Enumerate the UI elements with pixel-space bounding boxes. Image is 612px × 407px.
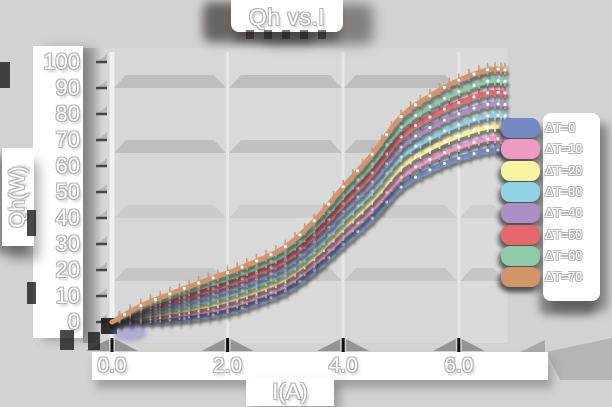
legend-label: ΔT=40 <box>545 206 583 221</box>
shadow-blobs <box>113 324 612 380</box>
legend-swatch <box>501 181 540 202</box>
y-tick-label: 100 <box>43 49 80 74</box>
legend-panel <box>543 113 600 301</box>
shadow-mark <box>27 210 36 236</box>
shadow-mark <box>318 30 326 39</box>
y-tick-label: 0 <box>67 309 80 334</box>
y-tick-label: 90 <box>55 75 80 100</box>
y-tick-label: 30 <box>55 231 80 256</box>
legend-swatch <box>501 224 540 245</box>
data-series-curves <box>109 62 508 327</box>
x-tick-label: 6.0 <box>444 354 474 377</box>
shadow-mark <box>246 30 254 39</box>
shadow-mark <box>282 30 290 39</box>
y-tick-label: 60 <box>55 153 80 178</box>
shadow-mark <box>88 332 100 350</box>
x-axis-label-box: I(A) <box>246 377 334 406</box>
x-tick-label: 4.0 <box>328 354 358 377</box>
shadow-mark <box>27 282 36 304</box>
legend-swatch <box>501 139 540 160</box>
legend-label: ΔT=10 <box>545 142 583 157</box>
chart-title-box: Qh vs.I <box>231 0 343 32</box>
plot-area <box>83 48 508 343</box>
chart-title: Qh vs.I <box>248 4 326 30</box>
legend-swatch <box>501 160 540 181</box>
x-tick-label: 2.0 <box>212 354 243 377</box>
x-axis-label: I(A) <box>272 378 308 404</box>
shadow-mark <box>300 30 308 39</box>
y-tick-label: 70 <box>55 127 80 152</box>
series-ΔT=70 <box>109 62 508 325</box>
legend-swatch <box>501 245 540 266</box>
legend-label: ΔT=30 <box>545 184 583 199</box>
x-tick-label: 0.0 <box>97 354 127 377</box>
legend-swatch <box>501 203 540 224</box>
legend-label: ΔT=60 <box>545 248 583 263</box>
legend-label: ΔT=20 <box>545 163 583 178</box>
legend-swatch <box>501 267 540 288</box>
y-tick-label: 80 <box>55 101 80 126</box>
y-tick-label: 20 <box>55 257 80 282</box>
legend-label: ΔT=70 <box>545 270 583 285</box>
x-axis-tick-strip <box>92 352 548 380</box>
shadow-mark <box>264 30 272 39</box>
shadow-mark <box>0 62 10 88</box>
y-tick-label: 50 <box>55 179 80 204</box>
legend-label: ΔT=0 <box>545 121 576 135</box>
legend-swatch <box>501 118 540 138</box>
y-tick-label: 40 <box>55 205 80 230</box>
legend-label: ΔT=50 <box>545 227 583 242</box>
shadow-mark <box>60 330 74 350</box>
y-tick-label: 10 <box>55 283 80 308</box>
y-axis-tick-strip <box>33 46 83 338</box>
